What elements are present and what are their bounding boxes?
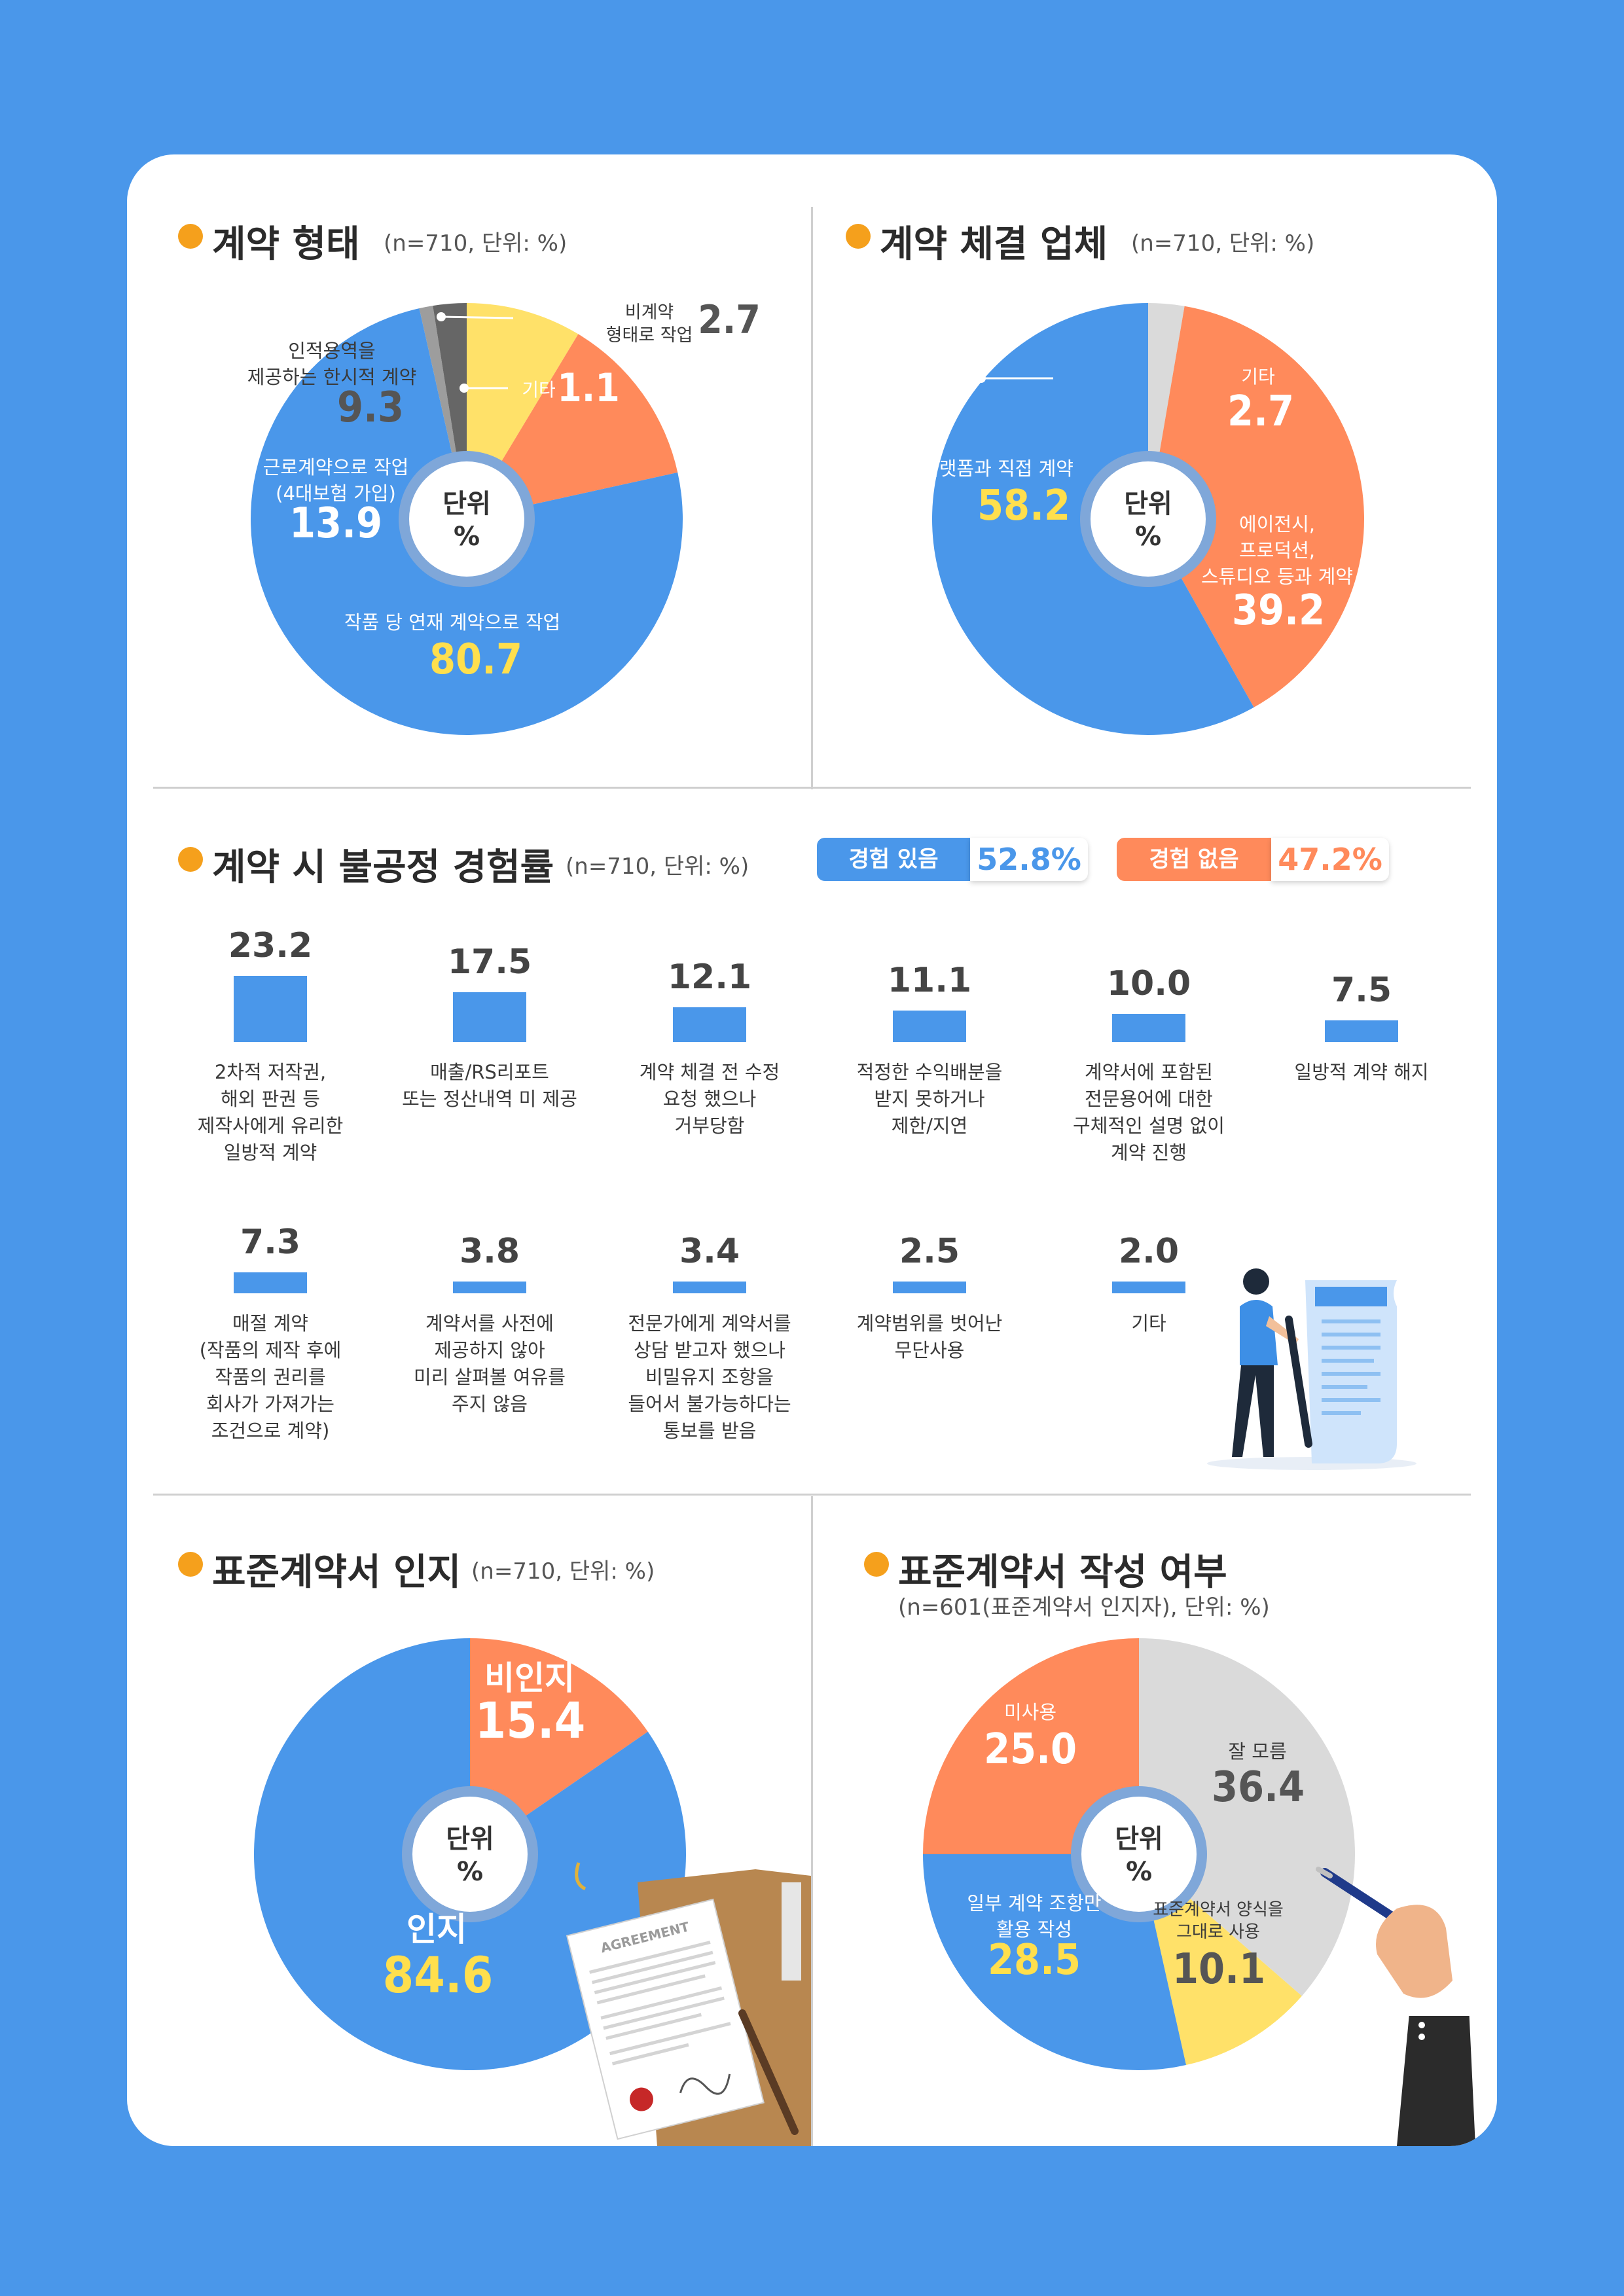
- divider-mid-top: [153, 787, 1471, 789]
- section-title: 계약 형태: [212, 223, 360, 266]
- bar-value: 11.1: [887, 960, 972, 1000]
- bar-label: 계약서에 포함된 전문용어에 대한 구체적인 설명 없이 계약 진행: [1073, 1061, 1225, 1164]
- label-serial: 작품 당 연재 계약으로 작업: [344, 611, 561, 634]
- label-unaware: 비인지: [484, 1659, 575, 1697]
- label-partial: 일부 계약 조항만 활용 작성: [967, 1892, 1102, 1941]
- value-labor: 13.9: [289, 499, 383, 548]
- value-platform: 58.2: [977, 482, 1071, 530]
- label-etc: 기타: [522, 379, 556, 401]
- label-service: 인적용역을 제공하는 한시적 계약: [247, 340, 417, 388]
- section-subtitle: (n=710, 단위: %): [384, 230, 568, 257]
- divider-bottom: [811, 1496, 813, 2146]
- leader-noncontract: [441, 315, 514, 319]
- bar: [453, 992, 526, 1042]
- badge-experienced-label: 경험 있음: [817, 838, 970, 881]
- leader-noncontract-dot: [437, 312, 446, 321]
- bar-value: 10.0: [1106, 963, 1191, 1003]
- value-serial: 80.7: [429, 636, 523, 684]
- slice-unknown: [1139, 1638, 1355, 1996]
- value-unknown: 36.4: [1211, 1763, 1305, 1812]
- label-agency: 에이전시, 프로덕션, 스튜디오 등과 계약: [1201, 513, 1353, 588]
- slice-agency: [1148, 306, 1364, 708]
- label-unknown: 잘 모름: [1228, 1740, 1287, 1763]
- bar-value: 2.5: [899, 1232, 960, 1271]
- section-title: 계약 체결 업체: [880, 223, 1108, 266]
- value-noncontract: 2.7: [698, 297, 761, 343]
- bar-value: 2.0: [1118, 1232, 1180, 1271]
- bar: [1112, 1282, 1185, 1293]
- bar-chart-unfair: 23.2 2차적 저작권, 해외 판권 등 제작사에게 유리한 일방적 계약 17.…: [127, 154, 1497, 1494]
- infographic-card: 계약 형태 (n=710, 단위: %) 단위 % 작품 당 연재 계약으로 작…: [127, 154, 1497, 2146]
- bar-label: 계약서를 사전에 제공하지 않아 미리 살펴볼 여유를 주지 않음: [414, 1312, 566, 1415]
- bar: [453, 1282, 526, 1293]
- section-title: 표준계약서 작성 여부: [898, 1551, 1227, 1594]
- bar: [893, 1010, 966, 1042]
- divider-top: [811, 207, 813, 789]
- bar: [893, 1282, 966, 1293]
- label-asis: 표준계약서 양식을 그대로 사용: [1153, 1900, 1284, 1942]
- bar: [673, 1007, 746, 1042]
- bar-label: 기타: [1131, 1312, 1166, 1335]
- bar: [234, 1272, 307, 1293]
- bar: [1112, 1013, 1185, 1042]
- bar-label: 2차적 저작권, 해외 판권 등 제작사에게 유리한 일방적 계약: [197, 1061, 344, 1164]
- hand-pen-illustration: [1316, 1867, 1475, 2146]
- bar-value: 12.1: [667, 958, 752, 997]
- slice-unused: [923, 1638, 1139, 1854]
- value-etc: 1.1: [557, 365, 620, 411]
- bar-value: 3.8: [459, 1232, 520, 1271]
- bar-value: 7.3: [240, 1223, 301, 1263]
- badge-not-experienced-label: 경험 없음: [1117, 838, 1271, 881]
- section-bullet: [178, 1552, 203, 1577]
- slice-labor: [467, 334, 678, 519]
- label-partner-etc: 기타: [1241, 366, 1275, 387]
- bar-label: 전문가에게 계약서를 상담 받고자 했으나 비밀유지 조항을 들어서 불가능하다…: [628, 1312, 791, 1442]
- bar: [234, 976, 307, 1042]
- value-partial: 28.5: [987, 1936, 1081, 1984]
- value-agency: 39.2: [1231, 586, 1326, 635]
- section-title: 표준계약서 인지: [212, 1551, 461, 1594]
- value-unused: 25.0: [983, 1725, 1077, 1774]
- value-aware: 84.6: [382, 1946, 494, 2004]
- section-bullet: [178, 224, 203, 249]
- label-aware: 인지: [406, 1910, 467, 1948]
- slice-unaware: [470, 1638, 648, 1854]
- leader-partner-etc-dot: [977, 374, 986, 383]
- value-partner-etc: 2.7: [1227, 387, 1294, 436]
- bar-label: 계약 체결 전 수정 요청 했으나 거부당함: [639, 1061, 780, 1137]
- bar-label: 일방적 계약 해지: [1294, 1061, 1429, 1083]
- section-subtitle: (n=710, 단위: %): [566, 853, 749, 880]
- bar-label: 계약범위를 벗어난 무단사용: [856, 1312, 1003, 1361]
- leader-etc-dot: [460, 384, 469, 393]
- badge-not-experienced-value: 47.2%: [1271, 838, 1389, 881]
- bar: [1325, 1020, 1398, 1042]
- section-bullet: [846, 224, 871, 249]
- section-bullet: [864, 1552, 889, 1577]
- section-title: 계약 시 불공정 경험률: [212, 846, 554, 889]
- bar: [673, 1282, 746, 1293]
- center-unit-label: 단위 %: [402, 1786, 538, 1922]
- label-unused: 미사용: [1003, 1701, 1057, 1723]
- divider-mid-bottom: [153, 1494, 1471, 1496]
- agreement-illustration: AGREEMENT: [566, 1862, 811, 2146]
- badge-experienced-value: 52.8%: [970, 838, 1088, 881]
- section-subtitle: (n=601(표준계약서 인지자), 단위: %): [898, 1594, 1270, 1621]
- bar-value: 23.2: [228, 926, 313, 966]
- section-bullet: [178, 847, 203, 872]
- section-subtitle: (n=710, 단위: %): [471, 1558, 655, 1585]
- signing-illustration: [1207, 1268, 1416, 1470]
- bar-value: 7.5: [1331, 971, 1392, 1011]
- bar-label: 적정한 수익배분을 받지 못하거나 제한/지연: [856, 1061, 1003, 1137]
- bar-label: 매출/RS리포트 또는 정산내역 미 제공: [402, 1061, 577, 1110]
- value-service: 9.3: [337, 384, 404, 432]
- label-labor: 근로계약으로 작업 (4대보험 가입): [262, 456, 409, 505]
- section-subtitle: (n=710, 단위: %): [1131, 230, 1315, 257]
- bar-label: 매절 계약 (작품의 제작 후에 작품의 권리를 회사가 가져가는 조건으로 계…: [199, 1312, 342, 1442]
- bar-value: 17.5: [447, 942, 532, 982]
- bar-value: 3.4: [679, 1232, 740, 1271]
- value-asis: 10.1: [1172, 1945, 1266, 1994]
- value-unaware: 15.4: [475, 1691, 586, 1749]
- label-platform: 플랫폼과 직접 계약: [922, 457, 1074, 480]
- label-noncontract: 비계약 형태로 작업: [605, 302, 693, 346]
